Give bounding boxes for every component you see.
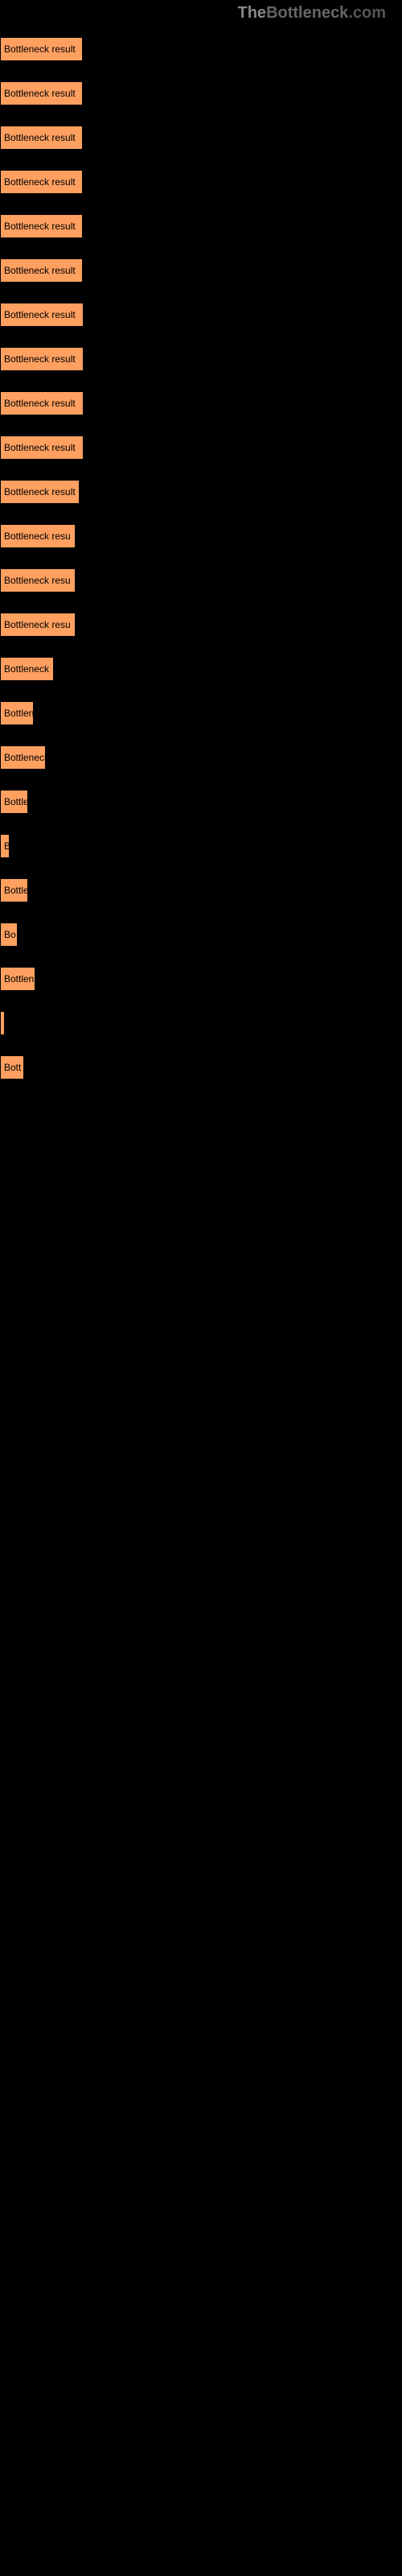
- bar-row: Bottleneck result: [0, 425, 402, 469]
- bar: B: [0, 834, 10, 858]
- bar-row: Bottleneck resu: [0, 514, 402, 558]
- bar-row: Bottleneck resu: [0, 558, 402, 602]
- bar: Bottleneck result: [0, 126, 83, 150]
- bar-row: Bottleneck: [0, 735, 402, 779]
- bar-row: Bottleneck: [0, 646, 402, 691]
- bar: Bottleneck resu: [0, 568, 76, 592]
- bar-row: Bottleneck result: [0, 248, 402, 292]
- bar: Bottleneck result: [0, 436, 84, 460]
- bar-row: Bottleneck result: [0, 159, 402, 204]
- bar: Bottleneck result: [0, 81, 83, 105]
- bar-row: [0, 1001, 402, 1045]
- header-com: .com: [348, 4, 386, 22]
- bar-row: Bottleneck result: [0, 336, 402, 381]
- bar: Bottle: [0, 790, 28, 814]
- bar: Bottleneck result: [0, 347, 84, 371]
- bar-chart: Bottleneck result Bottleneck result Bottle…: [0, 27, 402, 1089]
- bar-row: Bottle: [0, 868, 402, 912]
- bar-row: Bottleneck result: [0, 71, 402, 115]
- bar: Bottleneck result: [0, 258, 83, 283]
- bar-row: Bottlen: [0, 691, 402, 735]
- bar-row: Bottleneck result: [0, 204, 402, 248]
- bar-row: Bottle: [0, 779, 402, 824]
- bar-row: Bott: [0, 1045, 402, 1089]
- bar: Bottleneck result: [0, 480, 80, 504]
- bar: Bottleneck result: [0, 170, 83, 194]
- bar-row: Bottleneck result: [0, 292, 402, 336]
- header-the: The: [238, 4, 267, 22]
- bar: Bottleneck resu: [0, 613, 76, 637]
- bar-row: B: [0, 824, 402, 868]
- bar: Bottleneck result: [0, 37, 83, 61]
- bar-row: Bottleneck result: [0, 469, 402, 514]
- bar: [0, 1011, 5, 1035]
- bar-row: Bottleneck resu: [0, 602, 402, 646]
- bar-row: Bottleneck result: [0, 381, 402, 425]
- bar: Bottleneck: [0, 657, 54, 681]
- bar: Bottleneck resu: [0, 524, 76, 548]
- bar-row: Bottlen: [0, 956, 402, 1001]
- bar: Bottleneck result: [0, 391, 84, 415]
- bar: Bottleneck: [0, 745, 46, 770]
- page-header: TheBottleneck.com: [0, 0, 402, 27]
- bar: Bottleneck result: [0, 214, 83, 238]
- bar: Bottlen: [0, 701, 34, 725]
- bar: Bo: [0, 923, 18, 947]
- bar-row: Bottleneck result: [0, 27, 402, 71]
- bar: Bott: [0, 1055, 24, 1080]
- bar: Bottlen: [0, 967, 35, 991]
- bar: Bottle: [0, 878, 28, 902]
- bar-row: Bo: [0, 912, 402, 956]
- header-bottleneck: Bottleneck: [266, 4, 348, 22]
- bar: Bottleneck result: [0, 303, 84, 327]
- bar-row: Bottleneck result: [0, 115, 402, 159]
